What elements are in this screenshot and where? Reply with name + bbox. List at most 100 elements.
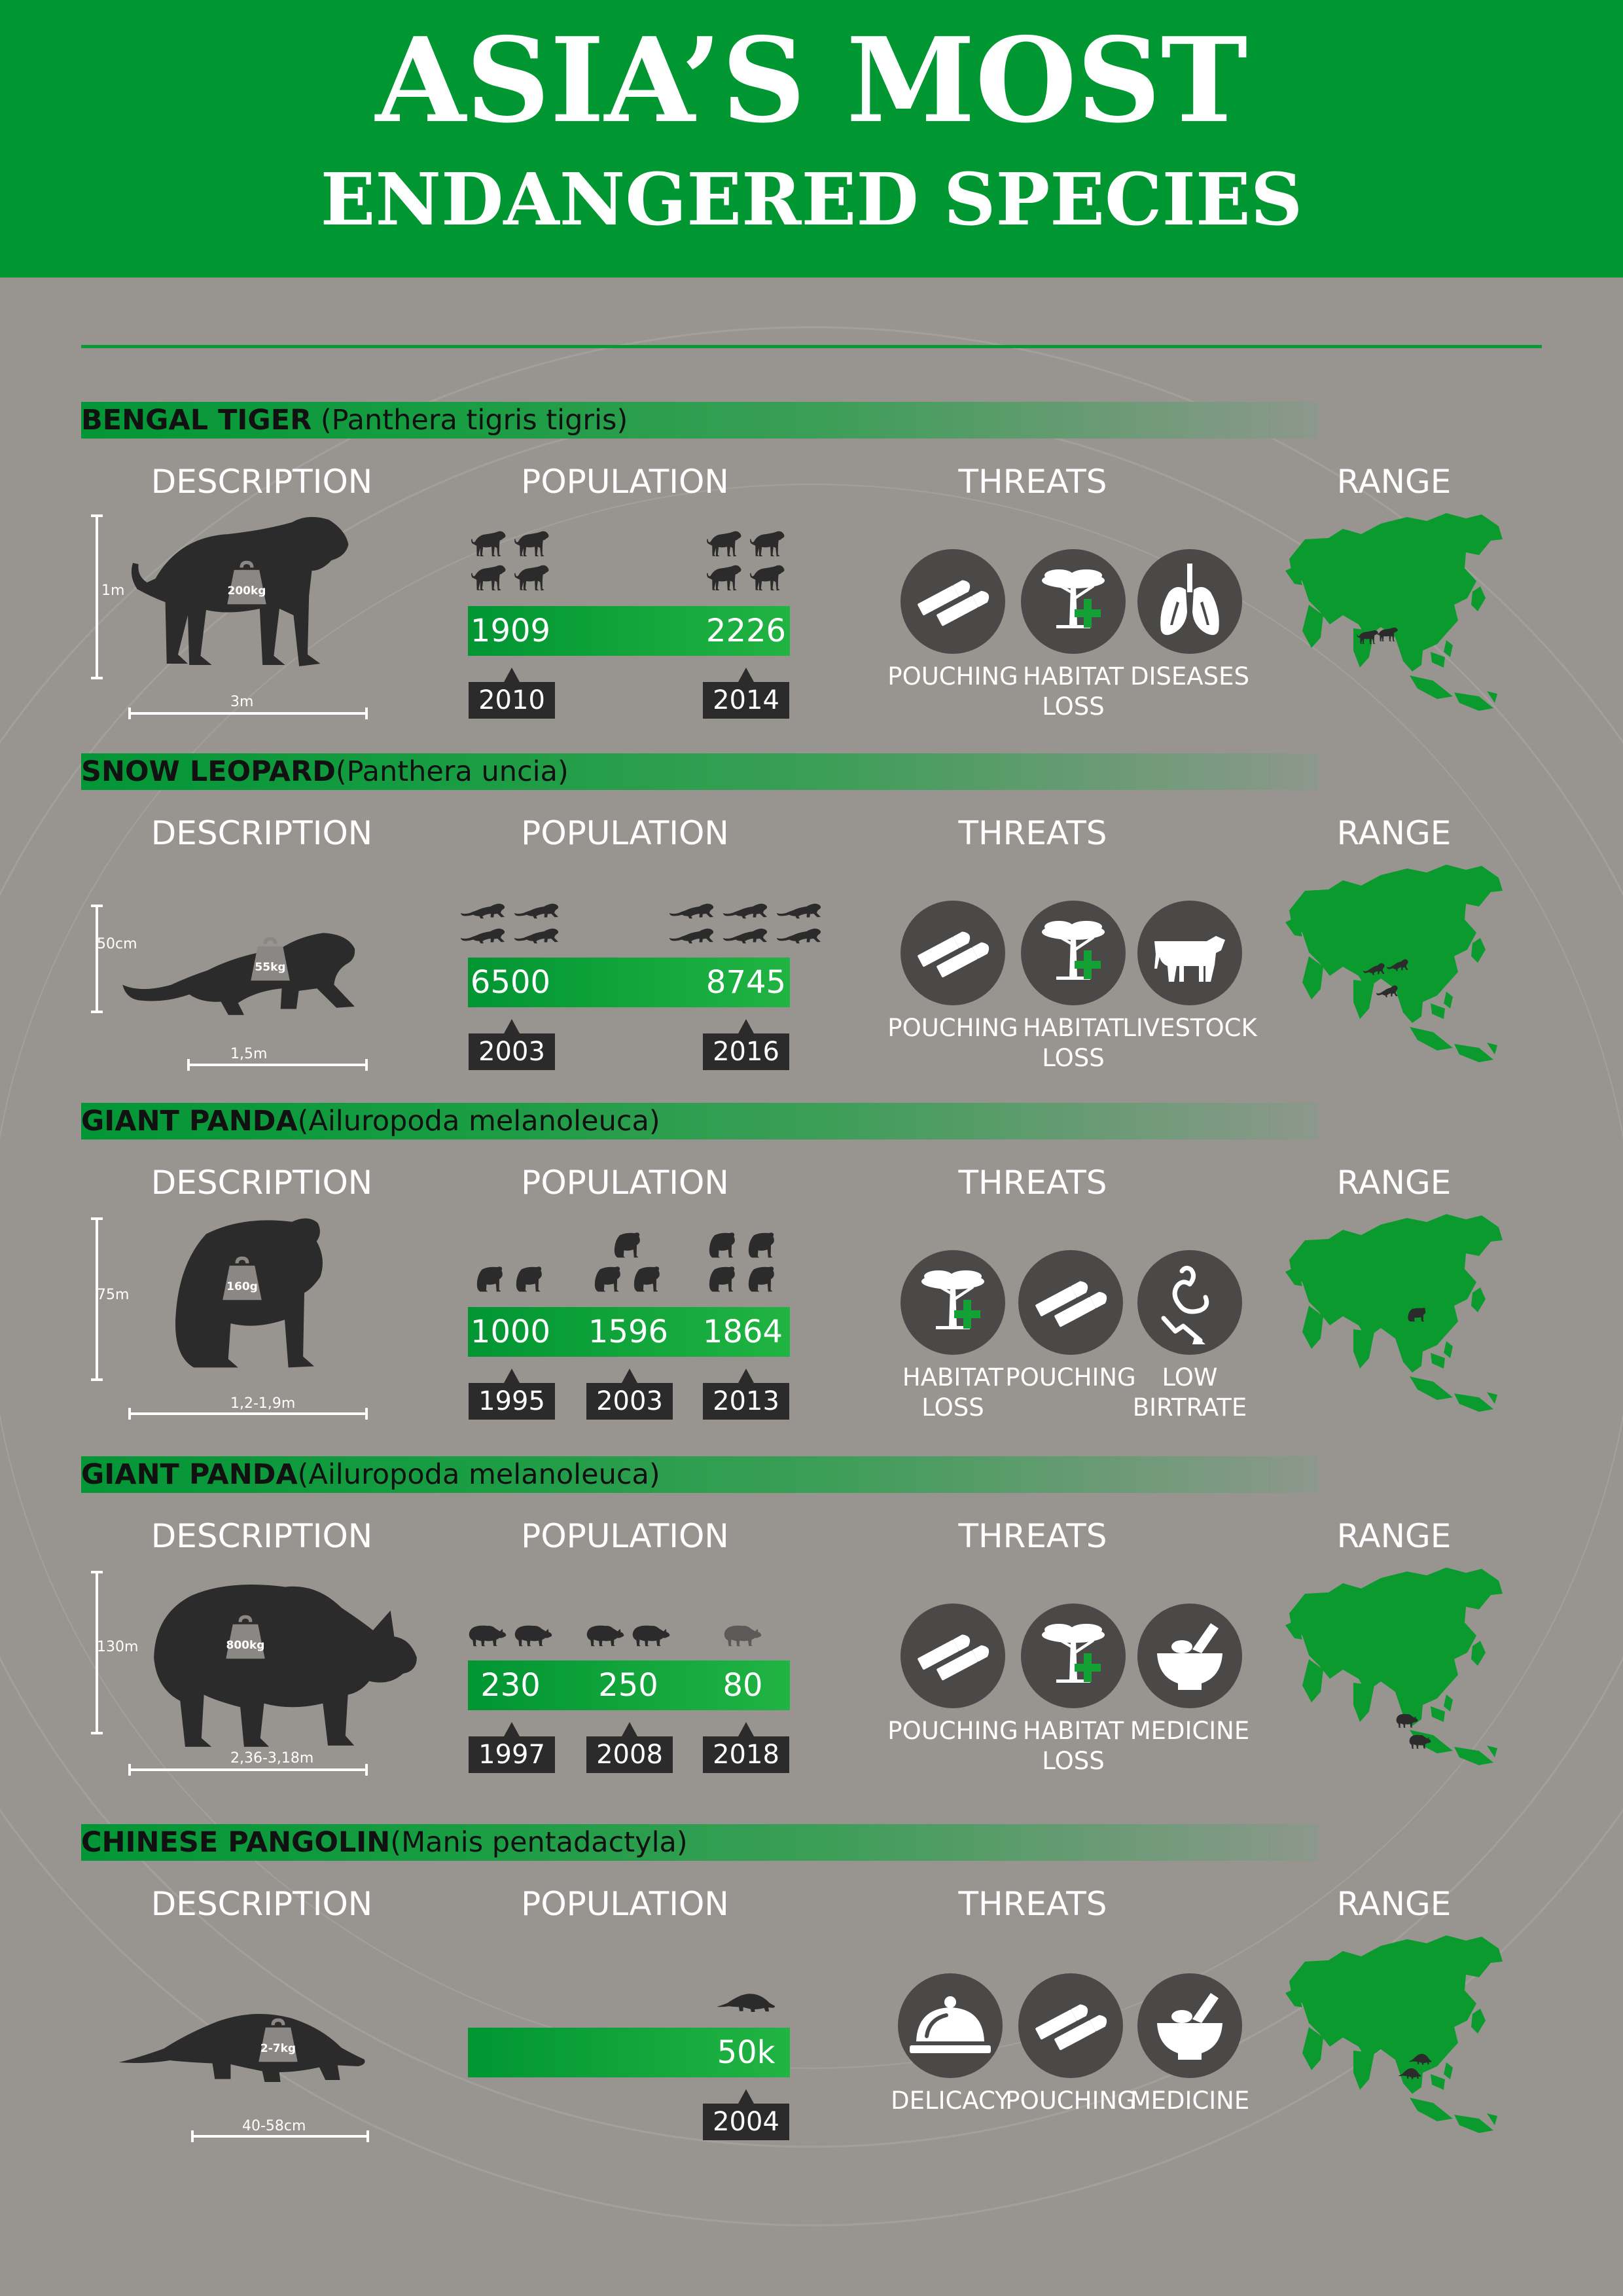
animal-silhouette-icon	[115, 1994, 370, 2092]
weight-label: 800kg	[226, 1639, 265, 1652]
year-label: 1997	[469, 1722, 555, 1773]
species-scientific-name: (Panthera uncia)	[335, 755, 569, 788]
weight-badge: 55kg	[247, 936, 293, 984]
tree-threat-icon	[1021, 901, 1126, 1005]
description-header: DESCRIPTION	[151, 1164, 373, 1202]
population-bar: 50k	[468, 2028, 790, 2077]
population-mark-icon	[611, 1231, 645, 1260]
species-name-bar: CHINESE PANGOLIN(Manis pentadactyla)	[81, 1824, 1318, 1861]
threat-label: DISEASES	[1130, 662, 1249, 691]
range-map	[1283, 500, 1505, 719]
bullets-icon	[1018, 1973, 1123, 2078]
population-header: POPULATION	[521, 1164, 729, 1202]
population-mark-icon	[631, 1624, 671, 1647]
population-mark	[668, 900, 717, 922]
divider	[81, 345, 1542, 348]
population-mark-icon	[513, 1265, 547, 1294]
lungs-icon	[1137, 549, 1242, 654]
description-header: DESCRIPTION	[151, 1517, 373, 1555]
weight-label: 2-7kg	[260, 2042, 296, 2055]
bullets-icon	[901, 1604, 1005, 1708]
population-mark-icon	[470, 564, 508, 593]
population-bar: 230 250 80	[468, 1660, 790, 1710]
cloche-threat-icon	[898, 1973, 1003, 2078]
tree-threat-icon	[901, 1250, 1005, 1355]
length-label: 1,5m	[230, 1046, 268, 1062]
length-label: 40-58cm	[242, 2118, 306, 2134]
cow-icon	[1137, 901, 1242, 1005]
population-mark-icon	[459, 900, 508, 920]
population-header: POPULATION	[521, 1885, 729, 1923]
height-label: 1m	[101, 583, 125, 599]
population-mark	[459, 925, 508, 947]
population-mark-icon	[706, 1231, 740, 1260]
species-common-name: GIANT PANDA	[81, 1458, 298, 1491]
range-header: RANGE	[1336, 1164, 1452, 1202]
population-value: 1909	[470, 613, 551, 649]
population-mark	[722, 900, 770, 922]
population-value: 1000	[470, 1314, 551, 1350]
species-name: SNOW LEOPARD(Panthera uncia)	[81, 755, 569, 789]
population-value: 250	[598, 1667, 658, 1704]
bullets-threat-icon	[1018, 1250, 1123, 1355]
population-mark	[745, 1231, 779, 1263]
animal-silhouette	[115, 1994, 370, 2094]
population-mark	[749, 530, 787, 562]
weight-badge: 800kg	[223, 1614, 268, 1662]
range-header: RANGE	[1336, 814, 1452, 852]
asia-map-icon	[1283, 1554, 1505, 1770]
population-mark	[470, 530, 508, 562]
species-section: GIANT PANDA(Ailuropoda melanoleuca) DESCR…	[0, 1456, 1623, 1810]
population-mark	[776, 925, 824, 947]
species-scientific-name: (Ailuropoda melanoleuca)	[297, 1458, 660, 1491]
height-dimension-line	[91, 1217, 103, 1381]
population-mark-icon	[705, 564, 743, 593]
weight-label: 55kg	[255, 961, 286, 974]
population-header: POPULATION	[521, 814, 729, 852]
year-label: 2003	[586, 1369, 673, 1420]
range-map	[1283, 1922, 1505, 2141]
population-bar: 1000 1596 1864	[468, 1307, 790, 1357]
height-dimension-line	[91, 1571, 103, 1734]
header-banner: ASIA’S MOST ENDANGERED SPECIES	[0, 0, 1623, 278]
population-mark-icon	[513, 1624, 554, 1647]
population-mark-icon	[722, 925, 770, 944]
height-label: 130m	[97, 1639, 139, 1655]
cloche-icon	[898, 1973, 1003, 2078]
population-mark	[513, 925, 562, 947]
population-mark-icon	[722, 900, 770, 920]
population-mark	[631, 1265, 665, 1297]
description-header: DESCRIPTION	[151, 463, 373, 501]
population-mark	[611, 1231, 645, 1263]
height-dimension-line	[91, 905, 103, 1013]
tree-icon	[1021, 1604, 1126, 1708]
population-mark	[513, 1265, 547, 1297]
population-mark-icon	[745, 1231, 779, 1260]
length-label: 2,36-3,18m	[230, 1750, 314, 1767]
population-bar: 6500 8745	[468, 958, 790, 1007]
threat-label: HABITAT LOSS	[1022, 662, 1124, 721]
threats-header: THREATS	[958, 814, 1107, 852]
population-mark-icon	[716, 1988, 776, 2015]
animal-silhouette-icon	[116, 912, 372, 1021]
weight-badge: 160g	[219, 1255, 265, 1304]
page-subtitle: ENDANGERED SPECIES	[320, 157, 1303, 242]
threat-label: HABITAT LOSS	[902, 1363, 1004, 1422]
year-label: 2003	[469, 1019, 555, 1070]
length-label: 1,2-1,9m	[230, 1395, 296, 1412]
population-mark-icon	[745, 1265, 779, 1294]
species-scientific-name: (Manis pentadactyla)	[390, 1826, 688, 1859]
animal-silhouette-icon	[141, 1571, 429, 1757]
population-mark	[474, 1265, 508, 1297]
population-mark-icon	[513, 900, 562, 920]
tree-threat-icon	[1021, 1604, 1126, 1708]
asia-map-icon	[1283, 852, 1505, 1067]
threat-label: POUCHING	[887, 662, 1018, 691]
year-label: 2010	[469, 668, 555, 719]
mortar-icon	[1137, 1604, 1242, 1708]
threats-header: THREATS	[958, 1517, 1107, 1555]
species-name-bar: GIANT PANDA(Ailuropoda melanoleuca)	[81, 1103, 1318, 1139]
range-map	[1283, 852, 1505, 1070]
year-label: 2014	[703, 668, 789, 719]
population-mark	[705, 530, 743, 562]
